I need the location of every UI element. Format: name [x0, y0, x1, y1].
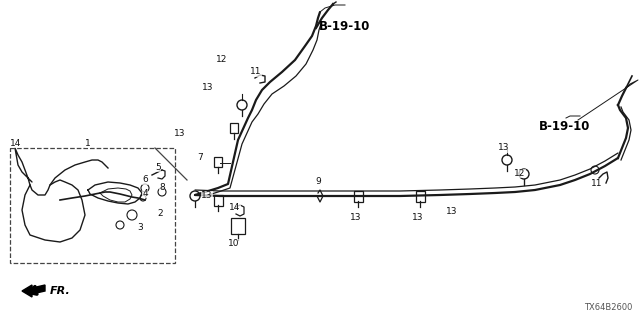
- Text: 13: 13: [412, 213, 424, 222]
- Bar: [354, 191, 363, 202]
- Text: 1: 1: [85, 139, 91, 148]
- Bar: [230, 123, 238, 133]
- Text: 2: 2: [157, 209, 163, 218]
- Text: 10: 10: [228, 238, 240, 247]
- Text: 13: 13: [446, 207, 458, 217]
- Text: B-19-10: B-19-10: [540, 120, 591, 133]
- Text: 13: 13: [201, 190, 212, 199]
- Text: 14: 14: [229, 203, 241, 212]
- Text: TX64B2600: TX64B2600: [584, 303, 632, 312]
- Text: 13: 13: [499, 143, 509, 153]
- Text: 6: 6: [142, 175, 148, 185]
- Text: 13: 13: [350, 213, 362, 222]
- Polygon shape: [22, 285, 45, 297]
- Text: 12: 12: [216, 55, 228, 65]
- Text: FR.: FR.: [50, 286, 71, 296]
- Text: 8: 8: [159, 183, 165, 193]
- Text: 4: 4: [142, 188, 148, 197]
- Text: 12: 12: [515, 169, 525, 178]
- Text: 9: 9: [315, 178, 321, 187]
- Text: 3: 3: [137, 223, 143, 233]
- Text: 14: 14: [10, 139, 22, 148]
- Bar: [231, 218, 245, 234]
- Text: 5: 5: [155, 163, 161, 172]
- Bar: [416, 191, 425, 202]
- Text: B-19-10: B-19-10: [319, 20, 371, 33]
- Text: 13: 13: [202, 84, 214, 92]
- Bar: [10, 148, 175, 263]
- Bar: [214, 157, 222, 167]
- Bar: [214, 195, 223, 206]
- Text: 13: 13: [174, 129, 186, 138]
- Text: 11: 11: [591, 179, 603, 188]
- Text: 11: 11: [250, 68, 262, 76]
- Text: 7: 7: [197, 154, 203, 163]
